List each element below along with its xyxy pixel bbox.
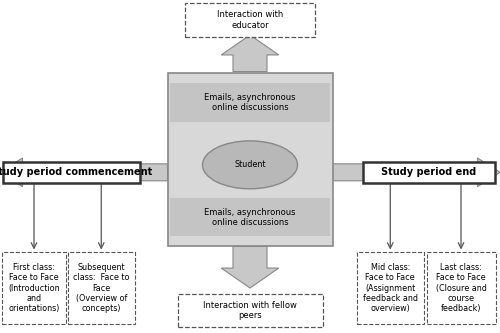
FancyBboxPatch shape bbox=[170, 198, 330, 236]
Text: Emails, asynchronous
online discussions: Emails, asynchronous online discussions bbox=[204, 208, 296, 227]
Polygon shape bbox=[221, 35, 279, 72]
Text: Student: Student bbox=[234, 160, 266, 169]
FancyBboxPatch shape bbox=[362, 162, 495, 183]
FancyBboxPatch shape bbox=[185, 3, 315, 37]
Text: Interaction with
educator: Interaction with educator bbox=[217, 10, 283, 30]
FancyBboxPatch shape bbox=[426, 252, 496, 324]
Text: Study period commencement: Study period commencement bbox=[0, 167, 152, 177]
Text: First class:
Face to Face
(Introduction
and
orientations): First class: Face to Face (Introduction … bbox=[8, 263, 60, 313]
FancyBboxPatch shape bbox=[357, 252, 424, 324]
FancyBboxPatch shape bbox=[178, 294, 322, 327]
Text: Mid class:
Face to Face
(Assignment
feedback and
overview): Mid class: Face to Face (Assignment feed… bbox=[363, 263, 418, 313]
Polygon shape bbox=[221, 246, 279, 288]
Text: Subsequent
class:  Face to
Face
(Overview of
concepts): Subsequent class: Face to Face (Overview… bbox=[73, 263, 130, 313]
Text: Last class:
Face to Face
(Closure and
course
feedback): Last class: Face to Face (Closure and co… bbox=[436, 263, 486, 313]
Text: Emails, asynchronous
online discussions: Emails, asynchronous online discussions bbox=[204, 93, 296, 112]
Polygon shape bbox=[332, 158, 500, 187]
Text: Study period end: Study period end bbox=[381, 167, 476, 177]
Polygon shape bbox=[0, 158, 168, 187]
Text: Interaction with fellow
peers: Interaction with fellow peers bbox=[203, 301, 297, 320]
Ellipse shape bbox=[202, 141, 298, 189]
FancyBboxPatch shape bbox=[168, 73, 332, 246]
FancyBboxPatch shape bbox=[170, 83, 330, 122]
FancyBboxPatch shape bbox=[68, 252, 134, 324]
FancyBboxPatch shape bbox=[2, 162, 140, 183]
FancyBboxPatch shape bbox=[2, 252, 66, 324]
